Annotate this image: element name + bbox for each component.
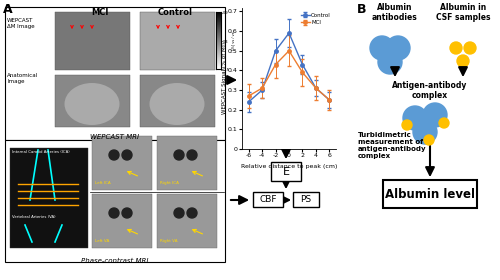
Text: Antigen-antibody
complex: Antigen-antibody complex [392, 81, 468, 101]
Bar [92, 136, 152, 190]
Ellipse shape [150, 83, 204, 125]
FancyBboxPatch shape [253, 192, 283, 207]
FancyBboxPatch shape [271, 162, 301, 181]
Circle shape [464, 42, 476, 54]
Text: Albumin
antibodies: Albumin antibodies [372, 3, 418, 22]
Bar [140, 75, 215, 127]
Circle shape [457, 55, 469, 67]
Text: Internal Carotid Arteries (ICA): Internal Carotid Arteries (ICA) [12, 150, 70, 154]
Text: Right VA: Right VA [160, 239, 178, 243]
Bar [157, 136, 217, 190]
Y-axis label: [%] vs / vs: [%] vs / vs [232, 32, 235, 50]
Circle shape [122, 208, 132, 218]
Legend: Control, MCI: Control, MCI [299, 10, 333, 27]
Text: MCI: MCI [92, 8, 108, 17]
Text: Left VA: Left VA [95, 239, 110, 243]
Circle shape [424, 135, 434, 145]
Circle shape [109, 208, 119, 218]
Text: E: E [282, 167, 290, 177]
Circle shape [174, 150, 184, 160]
Circle shape [403, 106, 427, 130]
Bar [55, 75, 130, 127]
Text: Albumin in
CSF samples: Albumin in CSF samples [436, 3, 490, 22]
Text: Control: Control [158, 8, 192, 17]
FancyBboxPatch shape [383, 180, 477, 208]
Circle shape [122, 150, 132, 160]
Bar [55, 12, 130, 70]
Circle shape [423, 103, 447, 127]
Y-axis label: WEPCAST Signal (% of M₀): WEPCAST Signal (% of M₀) [222, 42, 226, 114]
Text: Albumin level: Albumin level [385, 188, 475, 200]
Bar [92, 194, 152, 248]
Text: Left ICA: Left ICA [95, 181, 111, 185]
Text: A: A [3, 3, 13, 16]
Text: PS: PS [300, 195, 312, 204]
Bar [5, 140, 225, 262]
Circle shape [378, 50, 402, 74]
FancyBboxPatch shape [293, 192, 319, 207]
Text: WEPCAST MRI: WEPCAST MRI [90, 134, 140, 140]
Circle shape [386, 36, 410, 60]
Bar [157, 194, 217, 248]
Circle shape [174, 208, 184, 218]
Text: Anatomical
Image: Anatomical Image [7, 73, 38, 84]
X-axis label: Relative distance to peak (cm): Relative distance to peak (cm) [241, 164, 337, 169]
Text: CBF: CBF [259, 195, 277, 204]
Text: Right ICA: Right ICA [160, 181, 179, 185]
Circle shape [413, 120, 437, 144]
Text: Vertebral Arteries (VA): Vertebral Arteries (VA) [12, 215, 56, 219]
Circle shape [370, 36, 394, 60]
Bar [140, 12, 215, 70]
Text: B: B [357, 3, 366, 16]
Text: Turbidimetric
measurement of
antigen-antibody
complex: Turbidimetric measurement of antigen-ant… [358, 132, 426, 159]
Circle shape [402, 120, 412, 130]
Bar [5, 7, 225, 140]
Text: Phase-contrast MRI: Phase-contrast MRI [81, 258, 149, 264]
Bar [10, 148, 88, 248]
Circle shape [439, 118, 449, 128]
Circle shape [109, 150, 119, 160]
Text: WEPCAST
ΔM Image: WEPCAST ΔM Image [7, 18, 34, 29]
Circle shape [450, 42, 462, 54]
Circle shape [187, 150, 197, 160]
Circle shape [187, 208, 197, 218]
Ellipse shape [64, 83, 120, 125]
